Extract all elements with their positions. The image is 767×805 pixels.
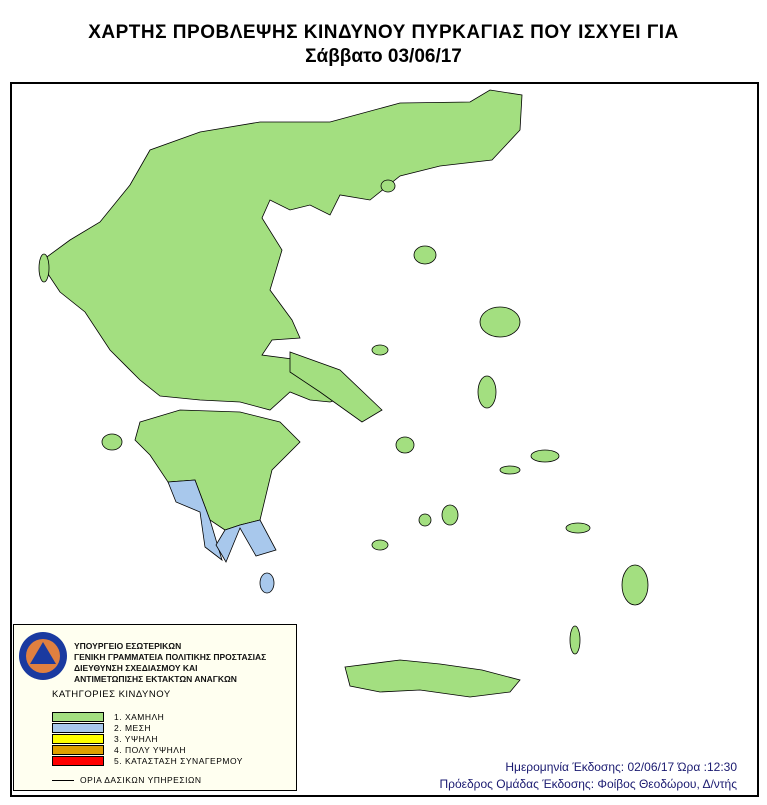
region-peloponnese-low <box>134 409 301 531</box>
island-milos <box>371 539 389 551</box>
island-kos <box>565 522 591 534</box>
island-kythira <box>259 572 275 594</box>
legend-label: 1. ΧΑΜΗΛΗ <box>114 711 165 722</box>
island-samos <box>530 449 560 463</box>
legend-label: 3. ΥΨΗΛΗ <box>114 733 159 744</box>
island-ikaria <box>499 465 521 475</box>
island-chios <box>477 375 497 409</box>
legend-item-very-high: 4. ΠΟΛΥ ΥΨΗΛΗ <box>52 744 186 755</box>
map-date: Σάββατο 03/06/17 <box>305 46 462 67</box>
swatch <box>52 744 104 755</box>
legend-label: 5. ΚΑΤΑΣΤΑΣΗ ΣΥΝΑΓΕΡΜΟΥ <box>114 755 243 766</box>
swatch <box>52 711 104 722</box>
island-corfu <box>38 253 50 283</box>
island-thasos <box>380 179 396 193</box>
island-rhodes <box>621 564 649 606</box>
island-kefalonia <box>101 433 123 451</box>
region-messenia-medium <box>167 479 223 562</box>
swatch <box>52 755 104 766</box>
island-karpathos <box>569 625 581 655</box>
island-lemnos <box>413 245 437 265</box>
legend-item-alarm: 5. ΚΑΤΑΣΤΑΣΗ ΣΥΝΑΓΕΡΜΟΥ <box>52 755 243 766</box>
island-skyros <box>371 344 389 356</box>
org-line: ΓΕΝΙΚΗ ΓΡΑΜΜΑΤΕΙΑ ΠΟΛΙΤΙΚΗΣ ΠΡΟΣΤΑΣΙΑΣ <box>74 652 267 662</box>
island-paros <box>418 513 432 527</box>
civil-protection-logo <box>19 632 67 680</box>
boundary-line-icon <box>52 779 74 781</box>
island-lesvos <box>479 306 521 338</box>
org-line: ΔΙΕΥΘΥΝΣΗ ΣΧΕΔΙΑΣΜΟΥ ΚΑΙ <box>74 663 198 673</box>
issuer: Πρόεδρος Ομάδας Έκδοσης: Φοίβος Θεοδώρου… <box>439 777 737 791</box>
swatch <box>52 733 104 744</box>
categories-title: ΚΑΤΗΓΟΡΙΕΣ ΚΙΝΔΥΝΟΥ <box>52 689 171 700</box>
island-naxos <box>441 504 459 526</box>
legend-box: ΥΠΟΥΡΓΕΙΟ ΕΣΩΤΕΡΙΚΩΝ ΓΕΝΙΚΗ ΓΡΑΜΜΑΤΕΙΑ Π… <box>13 624 297 791</box>
region-mainland-low <box>39 89 523 411</box>
org-line: ΥΠΟΥΡΓΕΙΟ ΕΣΩΤΕΡΙΚΩΝ <box>74 641 182 651</box>
map-title: ΧΑΡΤΗΣ ΠΡΟΒΛΕΨΗΣ ΚΙΝΔΥΝΟΥ ΠΥΡΚΑΓΙΑΣ ΠΟΥ … <box>88 22 679 43</box>
swatch <box>52 722 104 733</box>
organization-text: ΥΠΟΥΡΓΕΙΟ ΕΣΩΤΕΡΙΚΩΝ ΓΕΝΙΚΗ ΓΡΑΜΜΑΤΕΙΑ Π… <box>74 641 266 685</box>
legend-item-high: 3. ΥΨΗΛΗ <box>52 733 158 744</box>
legend-label: ΟΡΙΑ ΔΑΣΙΚΩΝ ΥΠΗΡΕΣΙΩΝ <box>80 775 202 785</box>
legend-item-low: 1. ΧΑΜΗΛΗ <box>52 711 164 722</box>
legend-label: 2. ΜΕΣΗ <box>114 722 152 733</box>
region-euboea-low <box>289 351 383 423</box>
island-andros <box>395 436 415 454</box>
issue-date: Ημερομηνία Έκδοσης: 02/06/17 Ώρα :12:30 <box>505 760 737 774</box>
legend-item-medium: 2. ΜΕΣΗ <box>52 722 151 733</box>
legend-boundary: ΟΡΙΑ ΔΑΣΙΚΩΝ ΥΠΗΡΕΣΙΩΝ <box>52 775 201 785</box>
region-laconia-medium <box>215 519 277 563</box>
legend-label: 4. ΠΟΛΥ ΥΨΗΛΗ <box>114 744 187 755</box>
org-line: ΑΝΤΙΜΕΤΩΠΙΣΗΣ ΕΚΤΑΚΤΩΝ ΑΝΑΓΚΩΝ <box>74 674 237 684</box>
island-crete <box>344 659 521 698</box>
